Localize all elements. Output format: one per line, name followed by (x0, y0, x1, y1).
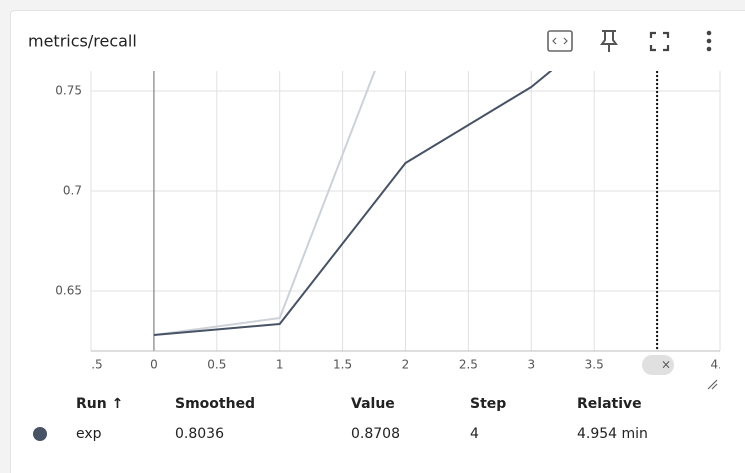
col-header[interactable]: Value (351, 396, 395, 412)
fit-icon[interactable] (547, 30, 573, 52)
x-tick-label: -0.5 (79, 358, 102, 372)
plot-area (153, 71, 553, 336)
raw-line (153, 71, 376, 336)
col-header[interactable]: Run ↑ (76, 396, 123, 412)
step-cell: 4 (470, 426, 479, 442)
x-tick-label: 1.5 (333, 358, 352, 372)
x-tick-label: 3 (527, 358, 535, 372)
run-name: exp (76, 426, 102, 442)
run-color (33, 427, 47, 441)
value-cell: 0.8708 (351, 426, 400, 442)
y-tick-label: 0.7 (63, 184, 82, 198)
x-tick-labels: -0.500.511.522.533.544.5 (79, 358, 729, 372)
step-pill[interactable] (642, 355, 674, 375)
x-tick-label: 2.5 (459, 358, 478, 372)
pin-icon[interactable] (600, 30, 618, 52)
x-tick-label: 0.5 (207, 358, 226, 372)
card-title: metrics/recall (28, 32, 137, 51)
col-header[interactable]: Step (470, 396, 506, 412)
fullscreen-icon[interactable] (649, 31, 670, 52)
resize-handle[interactable] (707, 379, 718, 390)
x-tick-label: 1 (276, 358, 284, 372)
x-tick-label: 0 (150, 358, 158, 372)
relative-cell: 4.954 min (577, 426, 648, 442)
smoothed-cell: 0.8036 (175, 426, 224, 442)
x-tick-label: 3.5 (585, 358, 604, 372)
card (10, 10, 745, 473)
step-close-icon[interactable]: × (661, 358, 671, 372)
col-header[interactable]: Smoothed (175, 396, 255, 412)
more-icon[interactable] (706, 30, 712, 52)
x-tick-label: 2 (402, 358, 410, 372)
col-header[interactable]: Relative (577, 396, 642, 412)
y-tick-label: 0.75 (55, 84, 82, 98)
smoothed-line (153, 71, 553, 336)
x-tick-label: 4.5 (710, 358, 729, 372)
y-tick-label: 0.65 (55, 284, 82, 298)
grid (90, 71, 721, 352)
